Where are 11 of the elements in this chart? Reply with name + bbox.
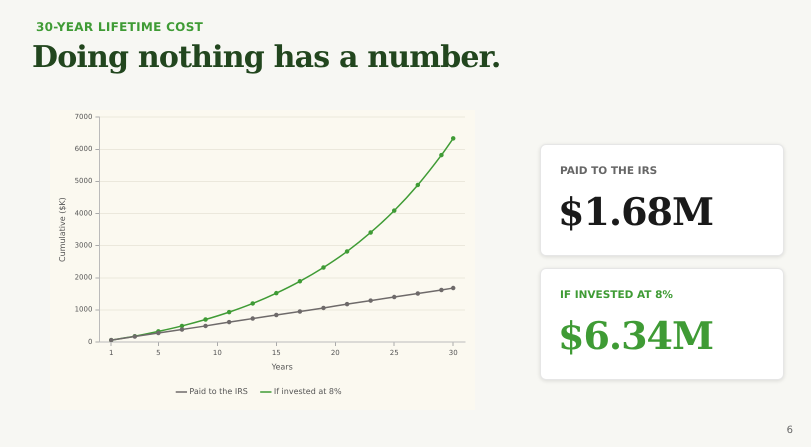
legend-label: If invested at 8% xyxy=(274,387,342,396)
text: $1.68M xyxy=(558,189,714,234)
legend-label: Paid to the IRS xyxy=(189,387,248,396)
text: $6.34M xyxy=(558,313,714,358)
chart-title: Doing nothing has a number. xyxy=(32,40,501,75)
y-axis-title: Cumulative ($K) xyxy=(58,197,67,262)
x-axis-title: Years xyxy=(270,362,293,372)
text: IF INVESTED AT 8% xyxy=(560,289,673,301)
text: PAID TO THE IRS xyxy=(560,165,658,177)
chart-subtitle: 30-YEAR LIFETIME COST xyxy=(36,20,204,34)
text: 6 xyxy=(786,425,793,436)
